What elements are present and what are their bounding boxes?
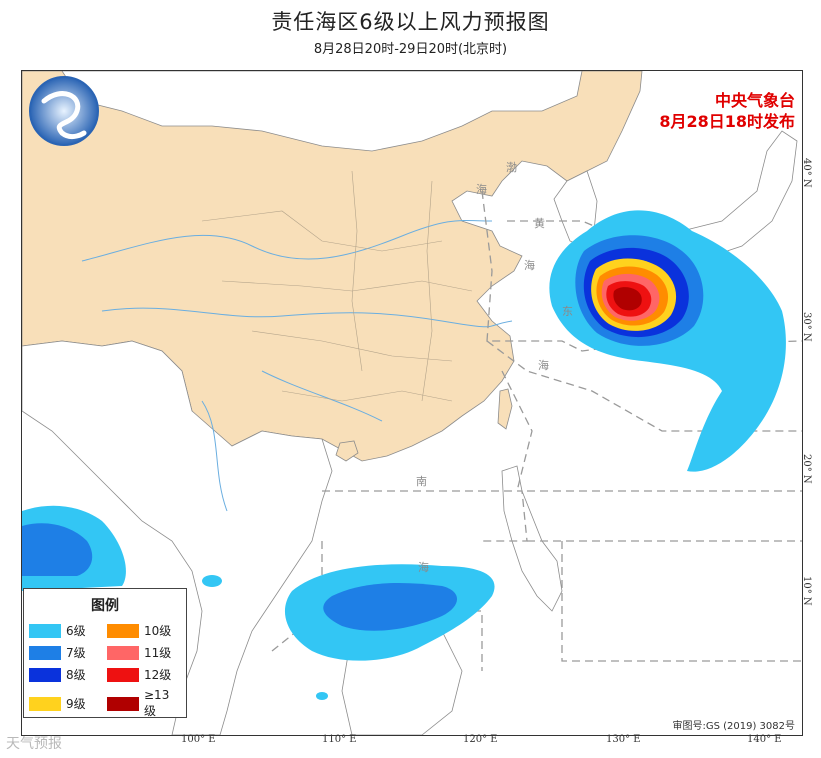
publish-time: 8月28日18时发布 xyxy=(659,112,795,131)
legend-swatch xyxy=(29,623,61,638)
legend-item: 8级 xyxy=(29,666,103,683)
rivers xyxy=(81,219,513,512)
yellow-sea-label-1: 黄 xyxy=(534,217,545,230)
legend-label: ≥13级 xyxy=(144,688,170,718)
east-sea-label-2: 海 xyxy=(538,359,549,372)
cma-logo xyxy=(29,76,99,146)
typhoon-wind-area xyxy=(549,210,786,472)
legend-item: 9级 xyxy=(29,688,103,719)
legend-item: 7级 xyxy=(29,644,103,661)
longitude-label: 140° E xyxy=(747,734,782,745)
legend-label: 8级 xyxy=(66,668,86,682)
map-title: 责任海区6级以上风力预报图 xyxy=(271,10,550,34)
longitude-label: 110° E xyxy=(322,734,357,745)
legend-swatch xyxy=(107,623,139,638)
legend-item: ≥13级 xyxy=(107,688,181,719)
mongolia-region xyxy=(61,71,583,152)
legend-panel: 图例 6级 10级 7级 11级 8级 12级 9级 xyxy=(23,588,187,718)
legend-item: 10级 xyxy=(107,622,181,639)
legend-swatch xyxy=(107,645,139,660)
legend-swatch xyxy=(29,667,61,682)
legend-item: 6级 xyxy=(29,622,103,639)
south-sea-label-1: 南 xyxy=(416,475,427,488)
legend-swatch xyxy=(107,696,139,711)
legend-swatch xyxy=(29,696,61,711)
south-china-sea-wind-area xyxy=(284,564,495,661)
legend-title: 图例 xyxy=(91,598,119,614)
map-review-number: 审图号:GS (2019) 3082号 xyxy=(672,721,795,732)
legend-item: 12级 xyxy=(107,666,181,683)
indochina-peninsula xyxy=(22,340,333,735)
small-wind-patch xyxy=(202,575,222,587)
longitude-label: 130° E xyxy=(606,734,641,745)
legend-label: 9级 xyxy=(66,697,86,711)
bohai-label-2: 海 xyxy=(476,183,487,196)
province-borders xyxy=(201,170,473,402)
hainan-island xyxy=(335,440,359,462)
longitude-label: 100° E xyxy=(181,734,216,745)
map-subtitle: 8月28日20时-29日20时(北京时) xyxy=(313,42,508,57)
legend-swatch xyxy=(107,667,139,682)
latitude-label: 40° N xyxy=(801,158,812,188)
legend-label: 12级 xyxy=(144,668,172,682)
taiwan-island xyxy=(497,388,513,430)
east-sea-label-1: 东 xyxy=(562,305,573,318)
publisher-name: 中央气象台 xyxy=(714,91,795,110)
legend-label: 7级 xyxy=(66,646,86,660)
bay-of-bengal-wind-area xyxy=(22,505,126,591)
south-sea-label-2: 海 xyxy=(418,561,429,574)
publisher-block: 中央气象台 8月28日18时发布 xyxy=(659,90,795,132)
bohai-label-1: 渤 xyxy=(506,161,517,174)
legend-label: 10级 xyxy=(144,624,172,638)
latitude-label: 10° N xyxy=(801,576,812,606)
philippine-islands xyxy=(501,465,563,612)
legend-swatch xyxy=(29,645,61,660)
watermark: 天气预报 xyxy=(6,736,62,752)
legend-item: 11级 xyxy=(107,644,181,661)
legend-items: 6级 10级 7级 11级 8级 12级 9级 ≥13级 xyxy=(29,622,181,719)
legend-label: 11级 xyxy=(144,646,172,660)
longitude-label: 120° E xyxy=(463,734,498,745)
legend-label: 6级 xyxy=(66,624,86,638)
small-wind-patch xyxy=(316,692,328,700)
latitude-label: 30° N xyxy=(801,312,812,342)
yellow-sea-label-2: 海 xyxy=(524,259,535,272)
map-canvas xyxy=(22,71,802,735)
latitude-label: 20° N xyxy=(801,454,812,484)
